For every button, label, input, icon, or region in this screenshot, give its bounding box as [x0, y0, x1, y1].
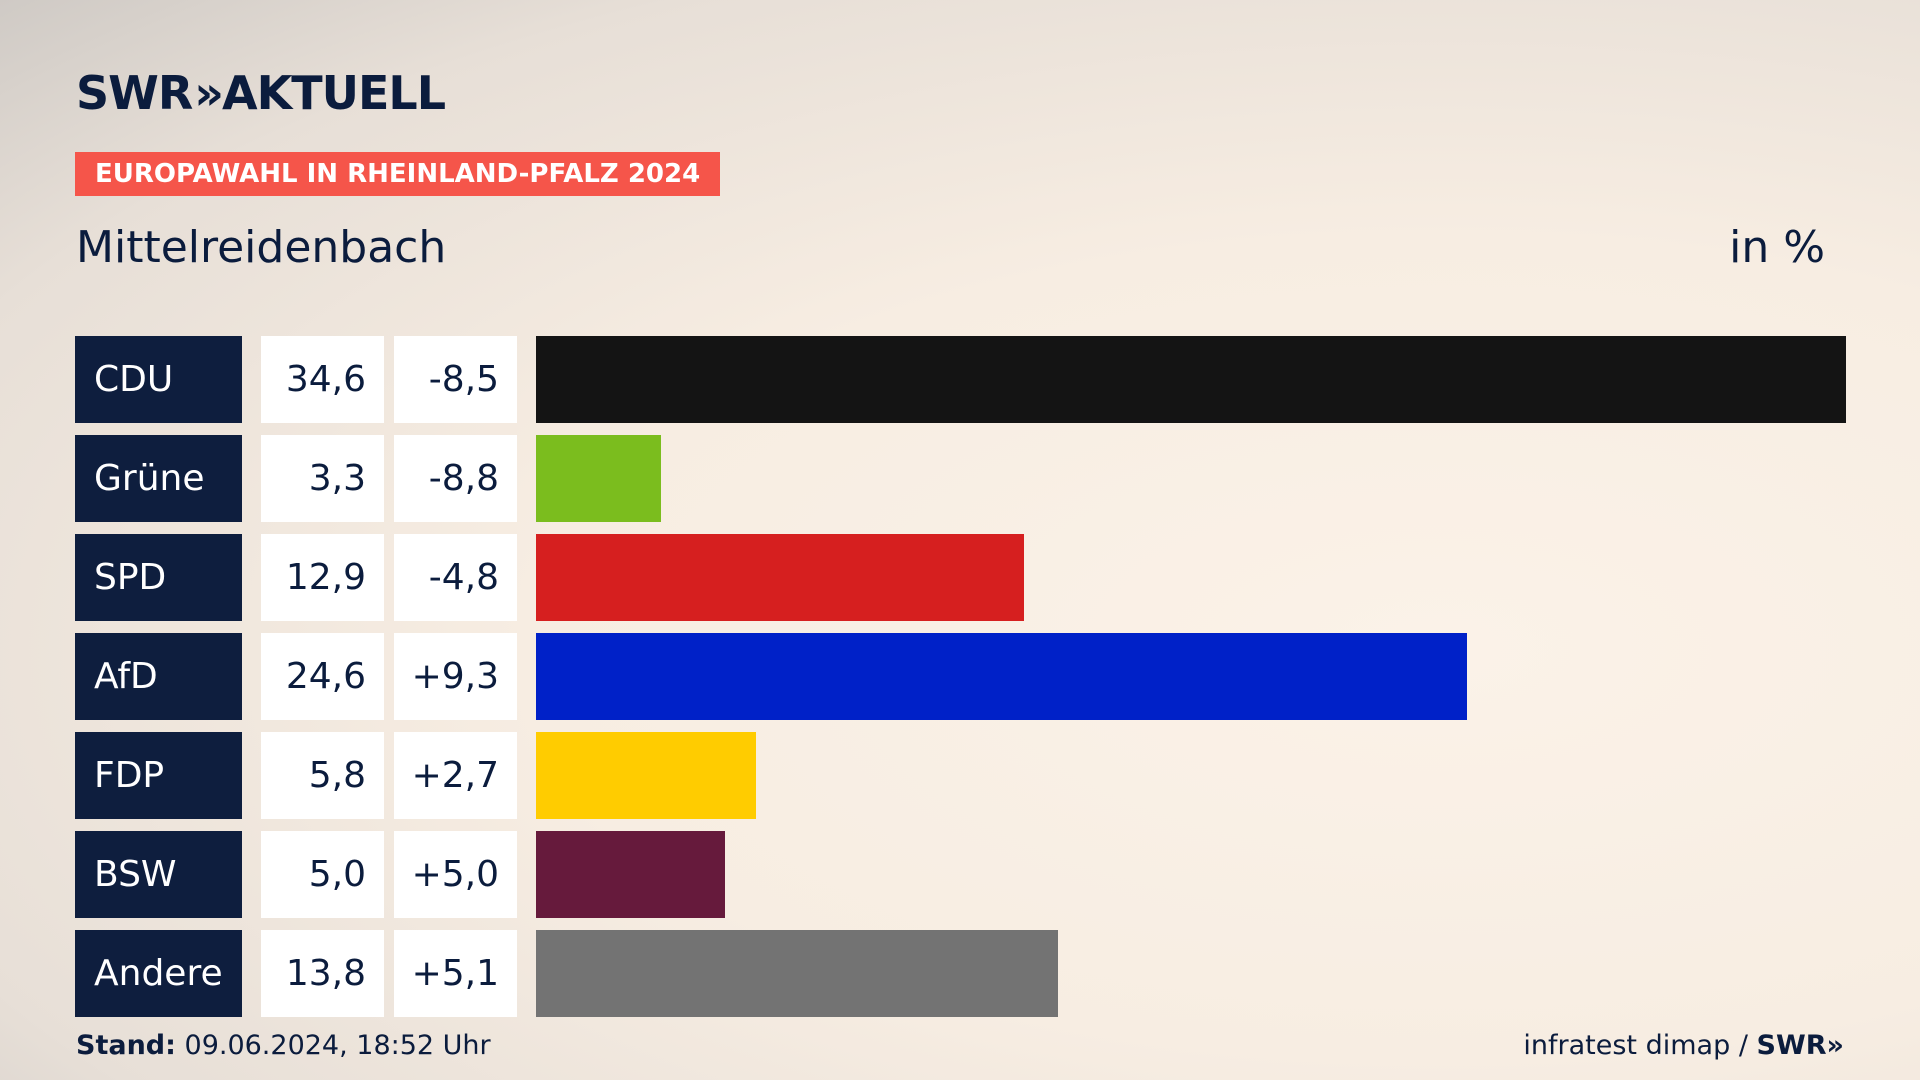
party-label: FDP	[75, 732, 242, 819]
diff-label: -4,8	[394, 534, 517, 621]
bar-afd	[536, 633, 1468, 720]
timestamp: Stand: 09.06.2024, 18:52 Uhr	[76, 1030, 491, 1061]
swr-aktuell-logo: SWR» AKTUELL	[76, 66, 446, 120]
bar-gruene	[536, 435, 661, 522]
party-label: Andere	[75, 930, 242, 1017]
chart-title: Mittelreidenbach	[76, 222, 447, 273]
bar-cdu	[536, 336, 1846, 423]
election-banner: EUROPAWAHL IN RHEINLAND-PFALZ 2024	[75, 152, 721, 196]
stand-label: Stand:	[76, 1030, 176, 1061]
row-bsw: BSW 5,0 +5,0	[75, 831, 1846, 918]
diff-label: -8,5	[394, 336, 517, 423]
bar-fdp	[536, 732, 756, 819]
diff-label: -8,8	[394, 435, 517, 522]
party-label: AfD	[75, 633, 242, 720]
row-spd: SPD 12,9 -4,8	[75, 534, 1846, 621]
value-label: 24,6	[261, 633, 384, 720]
row-andere: Andere 13,8 +5,1	[75, 930, 1846, 1017]
row-cdu: CDU 34,6 -8,5	[75, 336, 1846, 423]
value-label: 3,3	[261, 435, 384, 522]
value-label: 34,6	[261, 336, 384, 423]
diff-label: +5,0	[394, 831, 517, 918]
diff-label: +9,3	[394, 633, 517, 720]
source-credit: infratest dimap / SWR»	[1523, 1030, 1844, 1061]
row-fdp: FDP 5,8 +2,7	[75, 732, 1846, 819]
logo-aktuell: AKTUELL	[222, 66, 446, 120]
bar-andere	[536, 930, 1059, 1017]
logo-chevron-icon: »	[194, 66, 224, 120]
bar-bsw	[536, 831, 726, 918]
value-label: 12,9	[261, 534, 384, 621]
row-afd: AfD 24,6 +9,3	[75, 633, 1846, 720]
result-rows: CDU 34,6 -8,5 Grüne 3,3 -8,8 SPD 12,9 -4…	[75, 336, 1846, 1029]
logo-swr: SWR	[76, 66, 193, 120]
party-label: Grüne	[75, 435, 242, 522]
source-brand: SWR	[1756, 1030, 1827, 1061]
source-text: infratest dimap /	[1523, 1030, 1748, 1061]
value-label: 5,8	[261, 732, 384, 819]
diff-label: +5,1	[394, 930, 517, 1017]
value-label: 5,0	[261, 831, 384, 918]
value-label: 13,8	[261, 930, 384, 1017]
stand-value: 09.06.2024, 18:52 Uhr	[184, 1030, 491, 1061]
diff-label: +2,7	[394, 732, 517, 819]
party-label: CDU	[75, 336, 242, 423]
row-gruene: Grüne 3,3 -8,8	[75, 435, 1846, 522]
party-label: SPD	[75, 534, 242, 621]
party-label: BSW	[75, 831, 242, 918]
brand-chevron-icon: »	[1826, 1030, 1844, 1061]
unit-label: in %	[1729, 222, 1825, 273]
bar-spd	[536, 534, 1025, 621]
